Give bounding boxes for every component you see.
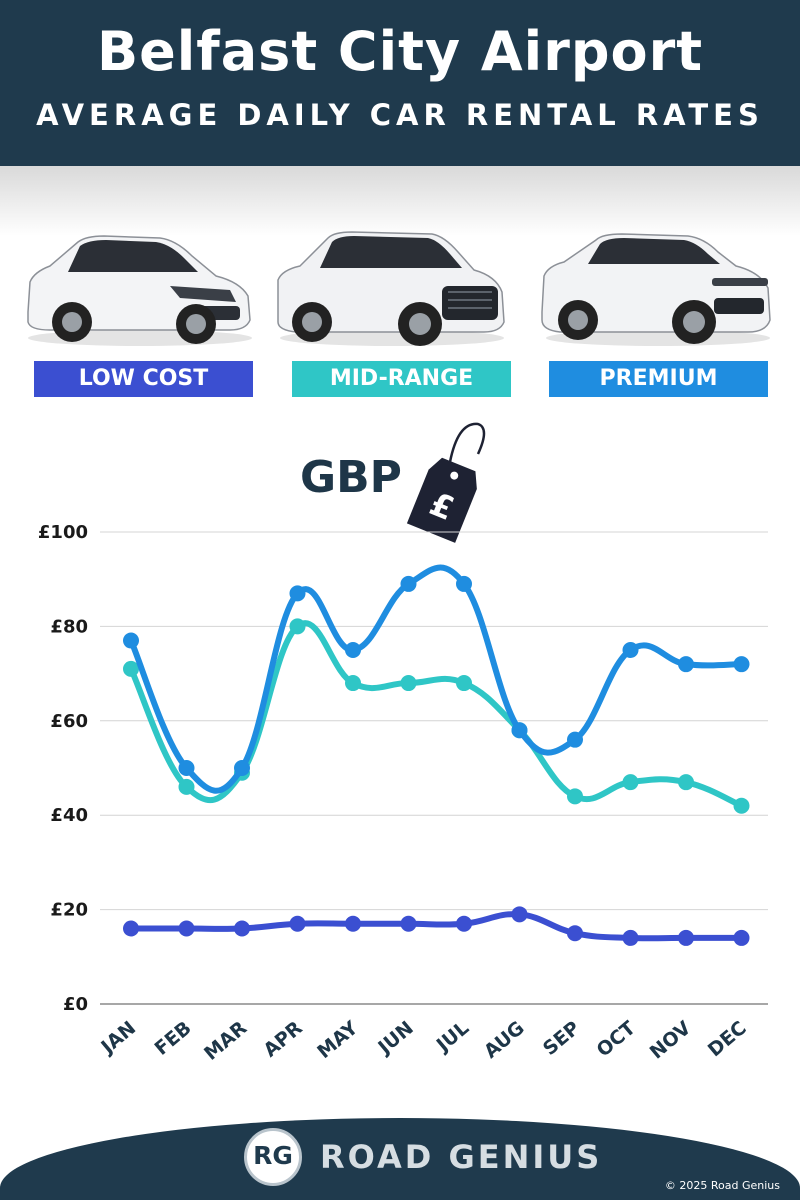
series-line-low-cost [128, 911, 745, 942]
data-point [345, 642, 361, 658]
data-point [567, 788, 583, 805]
data-point [622, 929, 639, 946]
data-point [400, 915, 417, 932]
data-point [567, 925, 583, 942]
header: Belfast City Airport AVERAGE DAILY CAR R… [0, 0, 800, 166]
data-point [456, 915, 472, 932]
data-point [678, 929, 694, 946]
data-point [622, 642, 639, 658]
chart-series [123, 564, 750, 946]
logo-mark: RG [253, 1141, 293, 1170]
legend-premium: PREMIUM [549, 361, 768, 397]
data-point [234, 920, 250, 937]
copyright: © 2025 Road Genius [664, 1179, 780, 1192]
data-point [456, 575, 472, 592]
data-point [733, 656, 750, 673]
data-point [178, 778, 195, 795]
legend-mid-range: MID-RANGE [292, 361, 511, 397]
data-point [178, 920, 195, 937]
x-tick-label: FEB [151, 1017, 196, 1060]
chart-grid [100, 531, 768, 1005]
hatchback-car-image [27, 235, 252, 346]
x-tick-label: AUG [480, 1017, 529, 1063]
page-subtitle: AVERAGE DAILY CAR RENTAL RATES [36, 98, 764, 132]
y-tick-label: £0 [63, 994, 88, 1015]
data-point [123, 920, 139, 937]
x-tick-label: DEC [704, 1017, 751, 1061]
data-point [678, 656, 694, 673]
y-axis-labels: £0 £20 £40 £60 £80 £100 [38, 522, 88, 1015]
price-tag-icon: £ [406, 422, 486, 543]
data-point [511, 906, 528, 923]
header-shadow [0, 166, 800, 236]
y-tick-label: £40 [50, 805, 88, 826]
x-tick-label: SEP [539, 1017, 584, 1060]
x-tick-label: MAY [313, 1017, 362, 1063]
data-point [400, 575, 417, 592]
y-tick-label: £80 [50, 616, 88, 637]
suv-car-image [277, 231, 505, 346]
y-tick-label: £60 [50, 711, 88, 732]
legend-low-cost: LOW COST [34, 361, 253, 397]
data-point [456, 675, 472, 692]
page-title: Belfast City Airport [96, 20, 704, 83]
x-axis-labels: JAN FEB MAR APR MAY JUN JUL AUG SEP OCT NOV DEC [96, 1017, 751, 1065]
x-tick-label: MAR [200, 1017, 251, 1065]
data-point [178, 760, 195, 776]
data-point [733, 929, 750, 946]
data-point [400, 675, 417, 692]
line-chart: £0 £20 £40 £60 £80 £100 JAN FEB MAR APR MAY JUN JUL… [38, 522, 768, 1065]
data-point [345, 675, 361, 692]
x-tick-label: NOV [646, 1017, 696, 1064]
x-tick-label: JUN [373, 1017, 418, 1060]
currency-label: GBP [300, 452, 402, 503]
data-point [733, 797, 750, 814]
data-point [622, 774, 639, 791]
data-point [123, 660, 139, 677]
y-tick-label: £100 [38, 522, 88, 543]
series-line-mid-range [128, 620, 745, 809]
x-tick-label: OCT [593, 1017, 640, 1062]
data-point [289, 618, 306, 635]
x-tick-label: APR [259, 1017, 307, 1062]
data-point [123, 632, 139, 649]
data-point [345, 915, 361, 932]
data-point [678, 774, 694, 791]
series-premium [123, 564, 750, 794]
premium-suv-car-image [541, 233, 771, 346]
data-point [511, 722, 528, 739]
logo-icon: RG [244, 1128, 302, 1186]
x-tick-label: JAN [96, 1017, 141, 1059]
data-point [289, 585, 306, 602]
data-point [567, 731, 583, 748]
series-low-cost [123, 906, 750, 946]
y-tick-label: £20 [50, 900, 88, 921]
data-point [289, 915, 306, 932]
brand-name: ROAD GENIUS [320, 1138, 603, 1176]
x-tick-label: JUL [431, 1017, 473, 1057]
data-point [234, 760, 250, 776]
